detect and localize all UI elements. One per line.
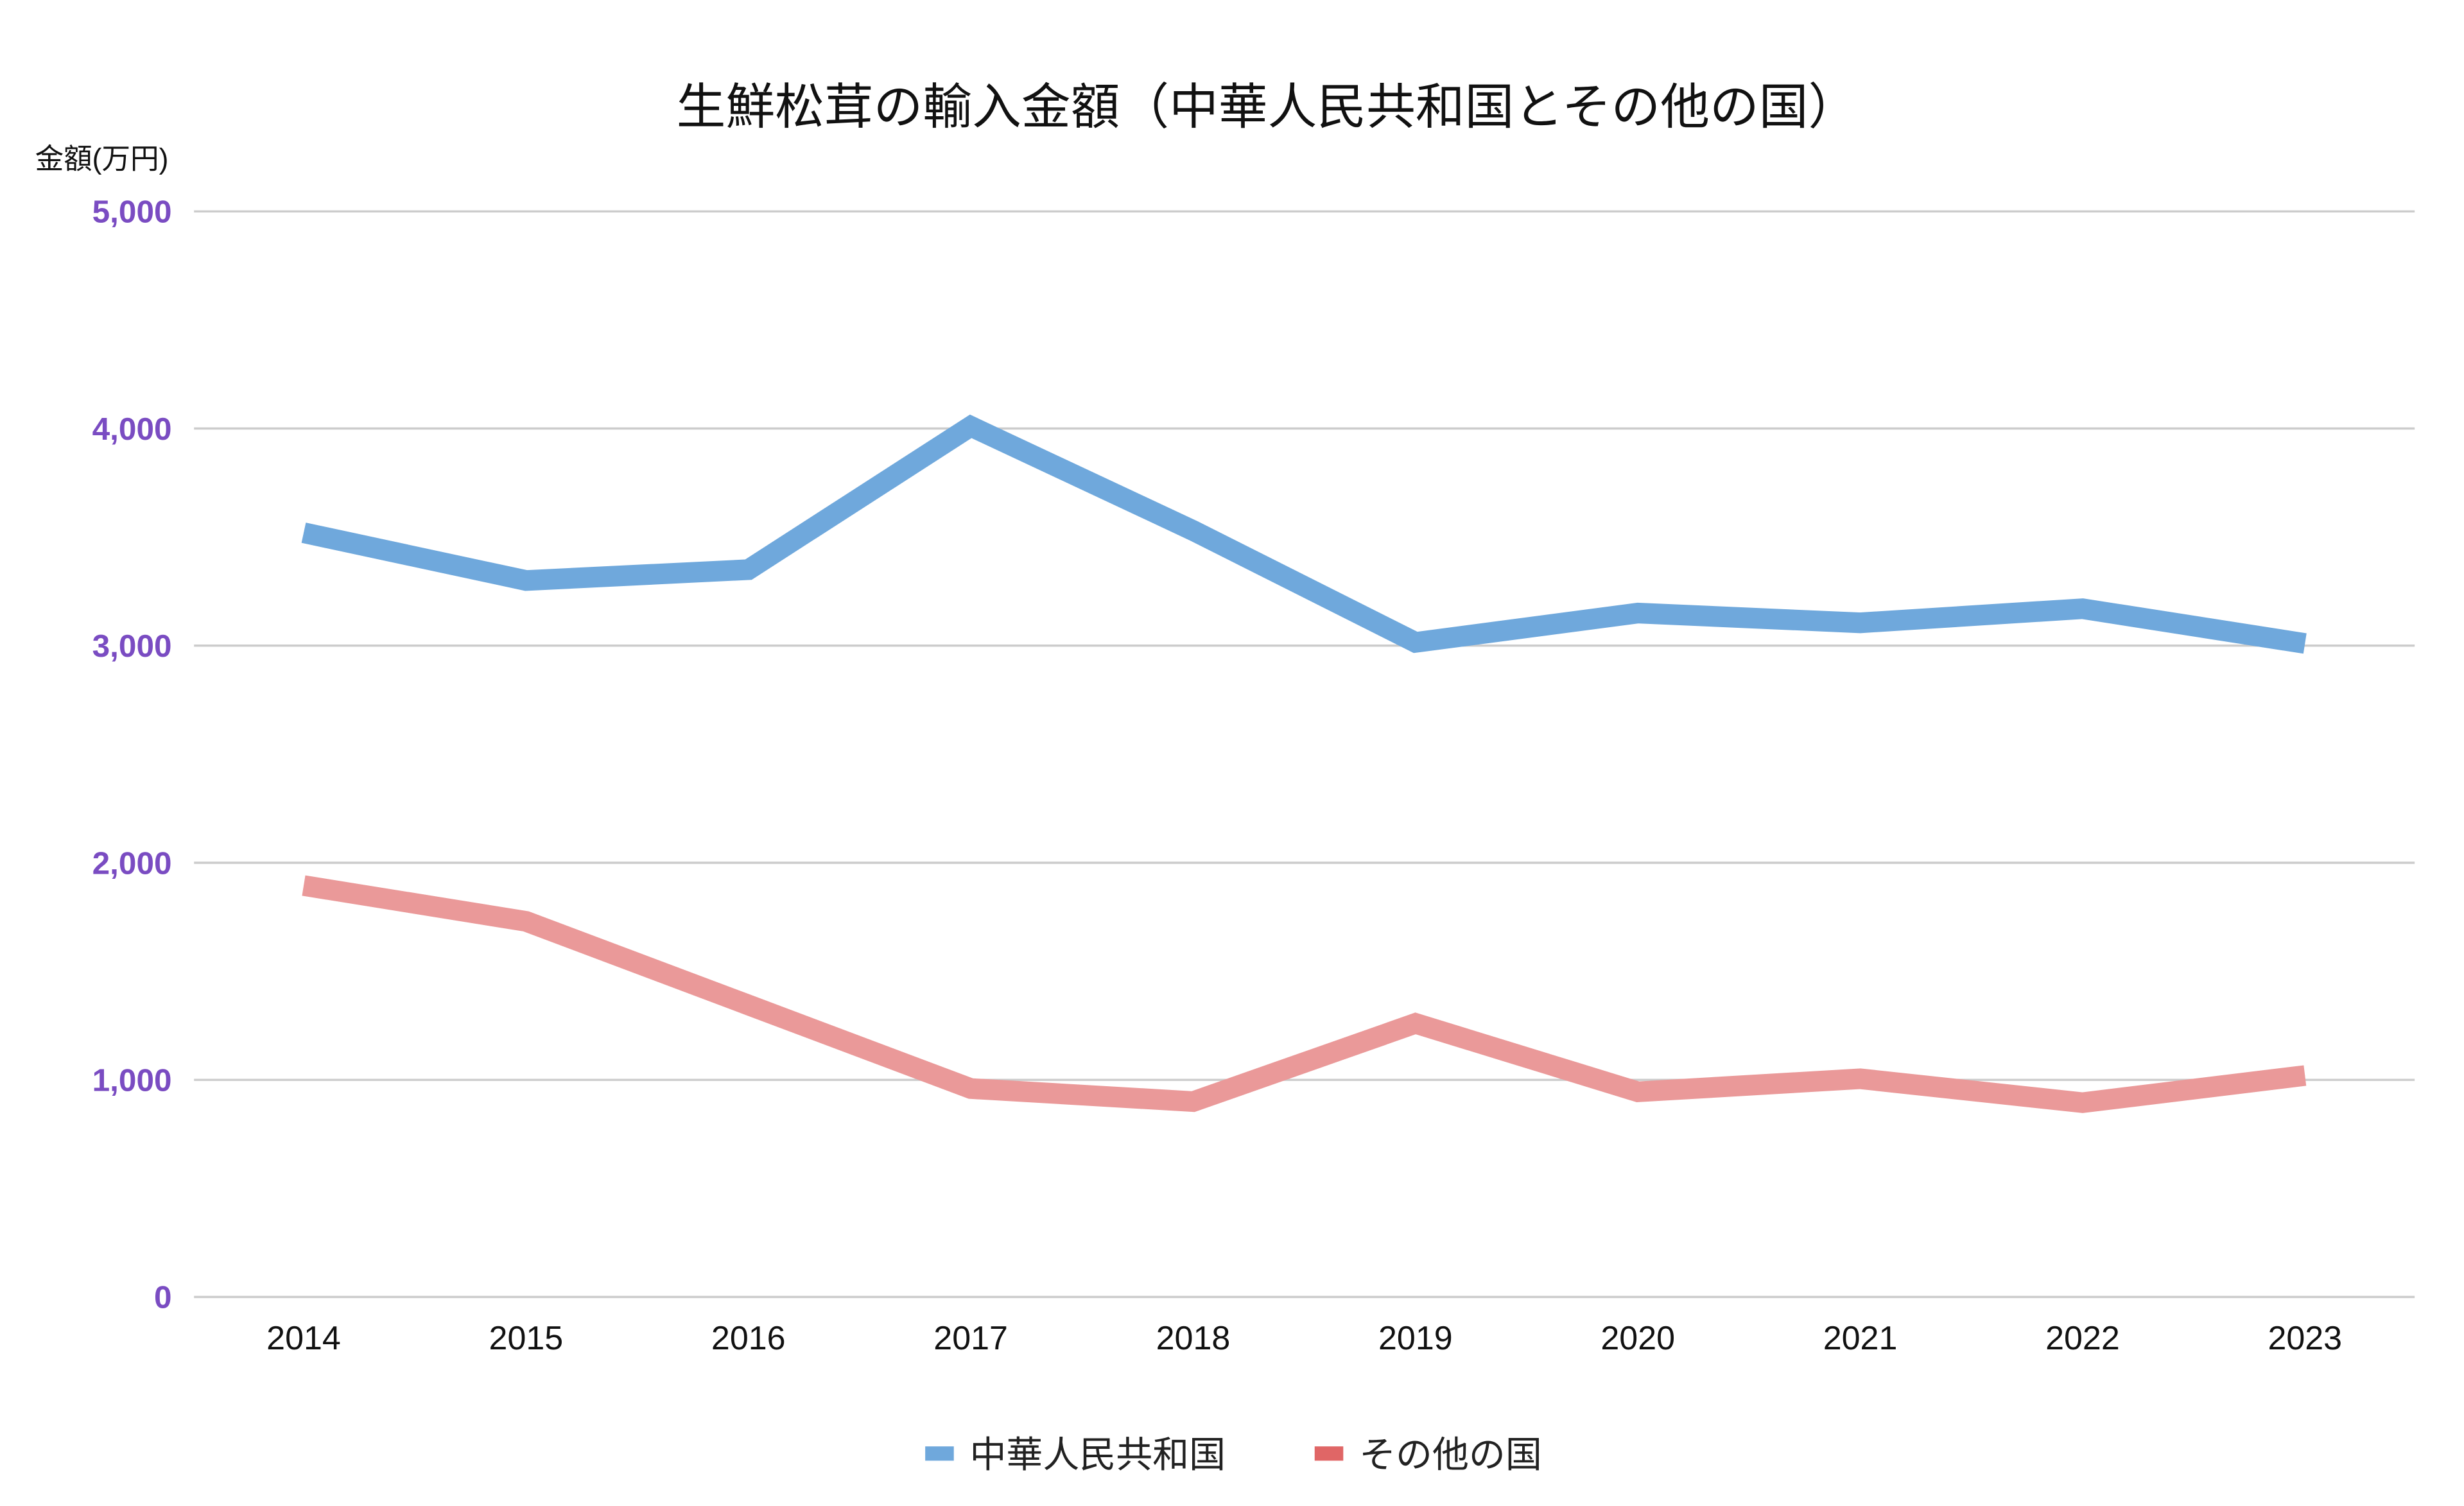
series-lines	[301, 414, 2307, 1113]
legend: 中華人民共和国 その他の国	[925, 1434, 1542, 1475]
chart-title: 生鮮松茸の輸入金額（中華人民共和国とその他の国）	[677, 80, 1858, 135]
y-tick-label: 3,000	[92, 628, 172, 664]
x-tick-label: 2015	[489, 1320, 564, 1357]
series-line-1	[302, 875, 2307, 1113]
x-tick-label: 2016	[711, 1320, 786, 1357]
y-axis-label: 金額(万円)	[35, 143, 169, 175]
legend-label: 中華人民共和国	[969, 1434, 1226, 1475]
x-axis-ticks: 2014 2015 2016 2017 2018 2019 2020 2021 2022 2023	[266, 1320, 2342, 1357]
y-tick-label: 2,000	[92, 845, 172, 881]
x-tick-label: 2014	[266, 1320, 341, 1357]
x-tick-label: 2021	[1823, 1320, 1898, 1357]
y-tick-label: 5,000	[92, 195, 172, 230]
gridlines	[194, 210, 2415, 1299]
y-axis-ticks: 0 1,000 2,000 3,000 4,000 5,000	[92, 195, 172, 1315]
x-tick-label: 2023	[2268, 1320, 2342, 1357]
y-tick-label: 4,000	[92, 411, 172, 447]
y-tick-label: 0	[154, 1280, 172, 1315]
legend-swatch	[925, 1446, 954, 1461]
legend-label: その他の国	[1359, 1434, 1542, 1475]
x-tick-label: 2020	[1601, 1320, 1675, 1357]
y-tick-label: 1,000	[92, 1063, 172, 1098]
x-tick-label: 2019	[1378, 1320, 1453, 1357]
x-tick-label: 2018	[1156, 1320, 1231, 1357]
legend-swatch	[1314, 1446, 1344, 1461]
x-tick-label: 2017	[933, 1320, 1008, 1357]
x-tick-label: 2022	[2045, 1320, 2120, 1357]
series-line-0	[301, 414, 2307, 654]
